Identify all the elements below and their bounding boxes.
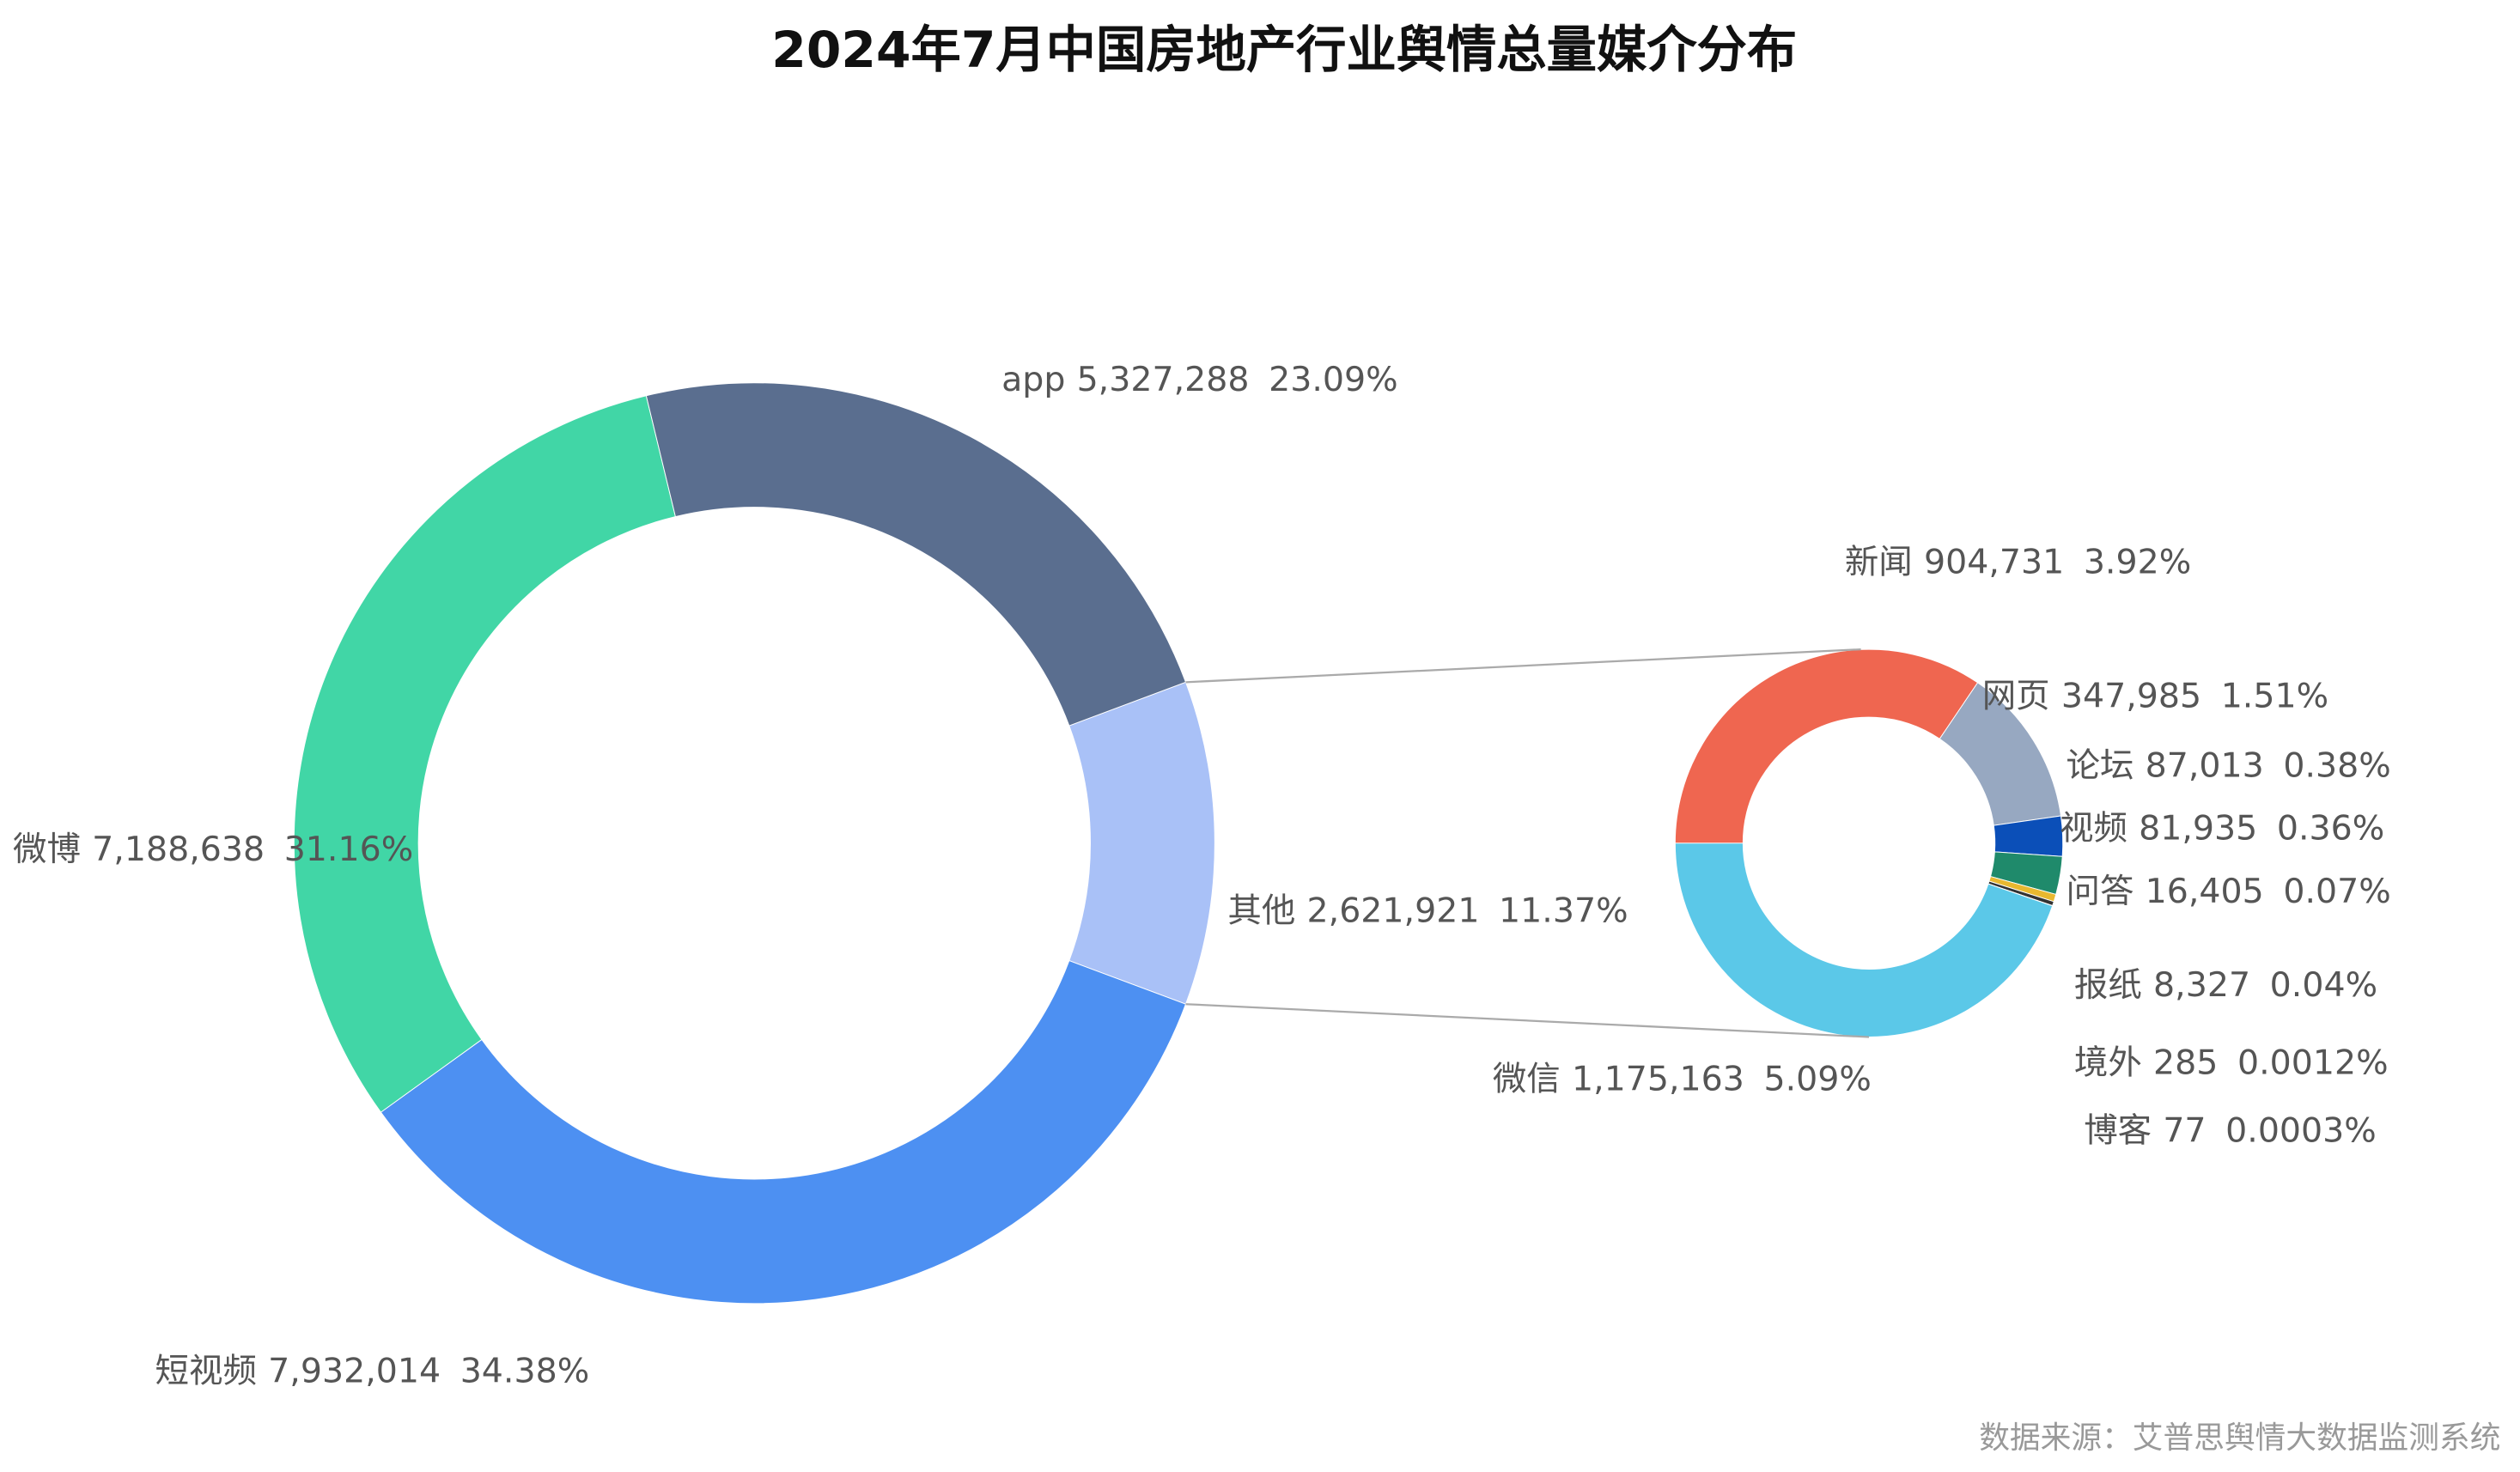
- source-note: 数据来源：艾普思舆情大数据监测系统: [1979, 1420, 2500, 1456]
- donut-slice: [1674, 648, 1979, 844]
- slice-percent: 1.51%: [2221, 676, 2328, 715]
- slice-name: 报纸: [2074, 965, 2142, 1005]
- slice-value: 7,932,014: [268, 1351, 441, 1390]
- slice-label: 其他 2,621,921 11.37%: [1227, 891, 1628, 930]
- slice-name: 论坛: [2067, 745, 2134, 785]
- slice-name: 其他: [1227, 891, 1295, 930]
- slice-label: app 5,327,288 23.09%: [1001, 359, 1398, 398]
- slice-label: 短视频 7,932,014 34.38%: [155, 1351, 590, 1390]
- slice-value: 7,188,638: [92, 830, 265, 869]
- slice-percent: 0.0012%: [2237, 1043, 2389, 1082]
- slice-label: 微信 1,175,163 5.09%: [1493, 1059, 1872, 1098]
- slice-value: 904,731: [1924, 542, 2064, 581]
- slice-percent: 3.92%: [2084, 542, 2191, 581]
- slice-label: 报纸 8,327 0.04%: [2074, 965, 2377, 1005]
- slice-name: 微信: [1493, 1059, 1561, 1098]
- slice-label: 论坛 87,013 0.38%: [2067, 745, 2391, 785]
- slice-value: 77: [2163, 1110, 2206, 1150]
- slice-label: 视频 81,935 0.36%: [2060, 808, 2384, 848]
- slice-name: 短视频: [155, 1351, 257, 1390]
- slice-percent: 5.09%: [1763, 1059, 1871, 1098]
- slice-value: 285: [2153, 1043, 2218, 1082]
- slice-value: 81,935: [2139, 808, 2257, 848]
- slice-percent: 0.04%: [2270, 965, 2377, 1005]
- donut-slice: [380, 959, 1187, 1305]
- slice-name: app: [1001, 359, 1065, 398]
- slice-label: 问答 16,405 0.07%: [2067, 872, 2391, 911]
- slice-percent: 0.07%: [2283, 872, 2390, 911]
- slice-percent: 11.37%: [1499, 891, 1628, 930]
- slice-percent: 34.38%: [460, 1351, 590, 1390]
- slice-percent: 0.0003%: [2225, 1110, 2377, 1150]
- slice-value: 5,327,288: [1077, 359, 1250, 398]
- donut-slice: [1068, 681, 1215, 1005]
- donut-slice: [1674, 842, 2054, 1037]
- slice-name: 微博: [13, 830, 81, 869]
- slice-label: 新闻 904,731 3.92%: [1845, 542, 2191, 581]
- slice-label: 博客 77 0.0003%: [2084, 1110, 2377, 1150]
- slice-name: 博客: [2084, 1110, 2152, 1150]
- slice-name: 新闻: [1845, 542, 1913, 581]
- slice-percent: 23.09%: [1269, 359, 1398, 398]
- slice-value: 1,175,163: [1572, 1059, 1744, 1098]
- slice-percent: 0.36%: [2277, 808, 2384, 848]
- slice-value: 87,013: [2146, 745, 2264, 785]
- slice-name: 境外: [2074, 1043, 2142, 1082]
- connector-line: [1185, 648, 1861, 684]
- slice-label: 微博 7,188,638 31.16%: [13, 830, 413, 869]
- slice-name: 视频: [2060, 808, 2127, 848]
- slice-value: 347,985: [2061, 676, 2201, 715]
- slice-name: 问答: [2067, 872, 2134, 911]
- slice-value: 16,405: [2146, 872, 2264, 911]
- slice-value: 2,621,921: [1307, 891, 1480, 930]
- donut-slice: [293, 395, 676, 1113]
- connector-line: [1185, 1003, 1870, 1038]
- slice-percent: 0.38%: [2283, 745, 2390, 785]
- slice-percent: 31.16%: [284, 830, 414, 869]
- chart-title: 2024年7月中国房地产行业舆情总量媒介分布: [771, 21, 1797, 79]
- slice-value: 8,327: [2153, 965, 2250, 1005]
- slice-label: 境外 285 0.0012%: [2074, 1043, 2389, 1082]
- slice-label: 网页 347,985 1.51%: [1982, 676, 2328, 715]
- slice-name: 网页: [1982, 676, 2050, 715]
- donut-slice: [645, 382, 1187, 727]
